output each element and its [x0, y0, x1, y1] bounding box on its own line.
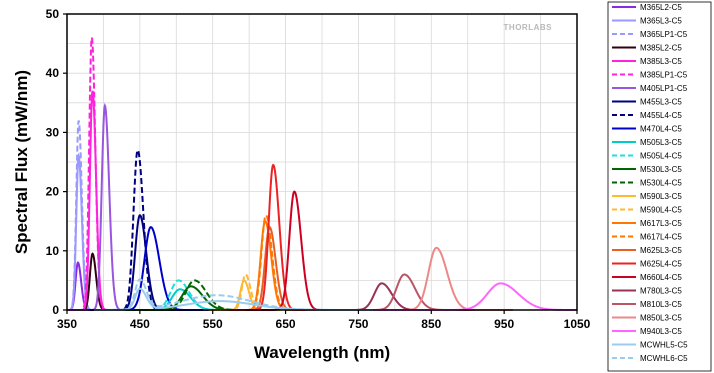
watermark-logo: THORLABS	[504, 23, 553, 32]
legend-label: M660L4-C5	[640, 273, 682, 282]
legend-label: M590L3-C5	[640, 192, 682, 201]
y-tick-label: 10	[46, 244, 60, 258]
legend-label: M505L4-C5	[640, 152, 682, 161]
legend-label: M530L4-C5	[640, 179, 682, 188]
legend-label: M617L4-C5	[640, 233, 682, 242]
x-tick-label: 850	[421, 317, 441, 331]
y-tick-label: 30	[46, 125, 60, 139]
grid	[67, 14, 577, 310]
legend-label: MCWHL5-C5	[640, 341, 688, 350]
series-line-m810l3-c5	[327, 273, 481, 311]
legend-label: M385LP1-C5	[640, 71, 688, 80]
y-tick-label: 0	[52, 303, 59, 317]
legend-label: M590L4-C5	[640, 206, 682, 215]
legend-label: M530L3-C5	[640, 165, 682, 174]
legend-label: M810L3-C5	[640, 300, 682, 309]
legend-label: M455L4-C5	[640, 111, 682, 120]
x-tick-label: 950	[494, 317, 514, 331]
legend-label: M625L3-C5	[640, 246, 682, 255]
series-line-m780l3-c5	[310, 282, 454, 311]
y-tick-label: 50	[46, 7, 60, 21]
legend-label: M470L4-C5	[640, 125, 682, 134]
legend-label: M850L3-C5	[640, 314, 682, 323]
y-axis-title: Spectral Flux (mW/nm)	[12, 70, 31, 254]
legend-label: M505L3-C5	[640, 138, 682, 147]
series-line-m850l3-c5	[359, 246, 513, 311]
legend-label: M365L2-C5	[640, 3, 682, 12]
legend-label: M625L4-C5	[640, 260, 682, 269]
y-tick-label: 20	[46, 185, 60, 199]
legend-label: M385L3-C5	[640, 57, 682, 66]
series-line-m590l4-c5	[209, 273, 282, 311]
legend-label: M385L2-C5	[640, 44, 682, 53]
legend-label: M780L3-C5	[640, 287, 682, 296]
series-line-m940l3-c5	[373, 282, 577, 311]
y-tick-label: 40	[46, 66, 60, 80]
x-tick-label: 450	[130, 317, 150, 331]
legend-label: M455L3-C5	[640, 98, 682, 107]
legend: M365L2-C5 M365L3-C5 M365LP1-C5 M385L2-C5 M38…	[607, 1, 712, 372]
x-axis-title: Wavelength (nm)	[254, 343, 390, 362]
legend-label: M405LP1-C5	[640, 84, 688, 93]
plot-frame	[66, 13, 578, 311]
x-tick-label: 750	[348, 317, 368, 331]
legend-label: M940L3-C5	[640, 327, 682, 336]
legend-frame	[607, 1, 712, 372]
x-tick-label: 1050	[564, 317, 591, 331]
x-tick-label: 550	[203, 317, 223, 331]
legend-label: M617L3-C5	[640, 219, 682, 228]
legend-label: MCWHL6-C5	[640, 354, 688, 363]
series-line-m385lp1-c5	[67, 37, 118, 311]
x-tick-label: 650	[276, 317, 296, 331]
legend-label: M365L3-C5	[640, 17, 682, 26]
x-tick-label: 350	[57, 317, 77, 331]
legend-label: M365LP1-C5	[640, 30, 688, 39]
axis-ticks: 350 450 550 650 750 850 950 1050 0 10 20 30 40 50	[46, 7, 591, 331]
